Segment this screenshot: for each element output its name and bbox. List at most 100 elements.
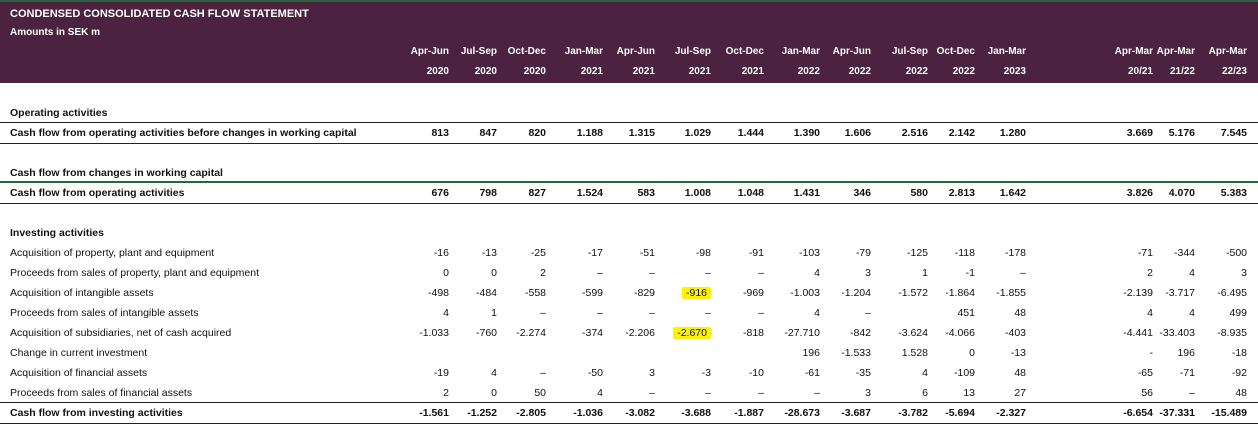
section-header: Investing activities <box>0 225 1258 243</box>
cell-value: – <box>540 367 546 379</box>
table-cell: 4 <box>443 307 449 319</box>
cell-value: -403 <box>1004 327 1026 339</box>
cell-value: 4 <box>491 367 497 379</box>
table-cell: 2 <box>540 267 546 279</box>
cell-value: – <box>649 267 655 279</box>
cell-value: 1.008 <box>684 187 711 199</box>
cell-value: 451 <box>957 307 975 319</box>
table-cell: 4 <box>814 267 820 279</box>
table-cell: 1.390 <box>794 127 820 139</box>
table-cell: -3.717 <box>1165 287 1195 299</box>
column-period: Jan-Mar <box>987 46 1026 57</box>
cell-value: 4 <box>443 307 449 319</box>
table-cell: -2.206 <box>625 327 655 339</box>
row-label: Proceeds from sales of intangible assets <box>10 307 199 319</box>
column-year: 20/21 <box>1127 66 1153 77</box>
cell-value: 4 <box>814 307 820 319</box>
row-label: Operating activities <box>10 107 108 119</box>
cell-value: 0 <box>491 387 497 399</box>
table-cell: -6.654 <box>1123 407 1153 419</box>
table-cell: -5.694 <box>945 407 975 419</box>
cell-value: 1.642 <box>999 187 1026 199</box>
table-cell: -558 <box>525 287 546 299</box>
cell-value: -344 <box>1173 247 1195 259</box>
cell-value: – <box>865 307 871 319</box>
divider <box>0 181 1258 183</box>
cell-value: 2 <box>540 267 546 279</box>
table-cell: -1 <box>966 267 975 279</box>
cell-value: 1.390 <box>793 127 820 139</box>
table-cell: -4.441 <box>1123 327 1153 339</box>
cell-value: -18 <box>1231 347 1247 359</box>
table-cell: -13 <box>482 247 497 259</box>
cell-value: -79 <box>855 247 871 259</box>
table-cell: 56 <box>1141 387 1153 399</box>
table-cell: – <box>705 307 711 319</box>
table-cell: 1.008 <box>685 187 711 199</box>
cell-value: – <box>597 307 603 319</box>
table-cell: -1.003 <box>790 287 820 299</box>
table-cell: – <box>649 387 655 399</box>
cell-value: – <box>597 267 603 279</box>
cell-value: -2.327 <box>996 407 1026 419</box>
cell-value: -13 <box>1010 347 1026 359</box>
table-cell: 4 <box>491 367 497 379</box>
table-cell: -27.710 <box>784 327 820 339</box>
column-period: Apr-Jun <box>616 46 655 57</box>
cell-value: 1 <box>491 307 497 319</box>
table-cell: 13 <box>963 387 975 399</box>
column-year: 2021 <box>741 66 764 77</box>
cell-value: -2.274 <box>516 327 546 339</box>
cell-value: – <box>758 267 764 279</box>
cell-value: -2.805 <box>516 407 546 419</box>
cell-value: 1 <box>922 267 928 279</box>
table-cell: 3 <box>865 267 871 279</box>
table-cell: 1.642 <box>1000 187 1026 199</box>
table-cell: -2.274 <box>516 327 546 339</box>
table-cell: -50 <box>588 367 603 379</box>
table-row: Acquisition of subsidiaries, net of cash… <box>0 325 1258 343</box>
table-cell: -1.036 <box>573 407 603 419</box>
table-cell: 583 <box>637 187 655 199</box>
cell-value: -1.003 <box>790 287 820 299</box>
total-row: Cash flow from operating activities befo… <box>0 125 1258 143</box>
cell-value: 3 <box>865 267 871 279</box>
table-cell: – <box>649 307 655 319</box>
cell-value: – <box>649 387 655 399</box>
table-cell: 4 <box>1189 307 1195 319</box>
cell-value: -33.403 <box>1159 327 1195 339</box>
table-cell: 2.813 <box>949 187 975 199</box>
table-cell: 3 <box>865 387 871 399</box>
table-cell: -51 <box>640 247 655 259</box>
cell-value: 820 <box>528 127 546 139</box>
table-cell: -61 <box>805 367 820 379</box>
table-cell: -1.033 <box>419 327 449 339</box>
table-cell: 499 <box>1229 307 1247 319</box>
cell-value: 56 <box>1141 387 1153 399</box>
row-label: Proceeds from sales of financial assets <box>10 387 193 399</box>
statement-subtitle: Amounts in SEK m <box>10 27 101 38</box>
cell-value: – <box>1020 267 1026 279</box>
table-cell: 48 <box>1014 367 1026 379</box>
table-cell: 48 <box>1014 307 1026 319</box>
table-cell: -344 <box>1174 247 1195 259</box>
table-cell: 3 <box>1241 267 1247 279</box>
row-label: Cash flow from operating activities <box>10 187 185 199</box>
cell-value: -374 <box>581 327 603 339</box>
divider <box>0 423 1258 424</box>
divider <box>0 143 1258 144</box>
cell-value: -92 <box>1231 367 1247 379</box>
cell-value: 0 <box>969 347 975 359</box>
table-cell: 4 <box>1147 307 1153 319</box>
cell-value: 3 <box>865 387 871 399</box>
cell-value: 4 <box>597 387 603 399</box>
section-header: Cash flow from changes in working capita… <box>0 165 1258 183</box>
table-cell: -916 <box>681 287 711 299</box>
cell-value: 2 <box>1147 267 1153 279</box>
table-cell: – <box>1020 267 1026 279</box>
cell-value: - <box>1149 347 1154 359</box>
cell-value: -818 <box>742 327 764 339</box>
table-cell: -71 <box>1138 247 1153 259</box>
table-cell: 0 <box>969 347 975 359</box>
cell-value: -103 <box>798 247 820 259</box>
